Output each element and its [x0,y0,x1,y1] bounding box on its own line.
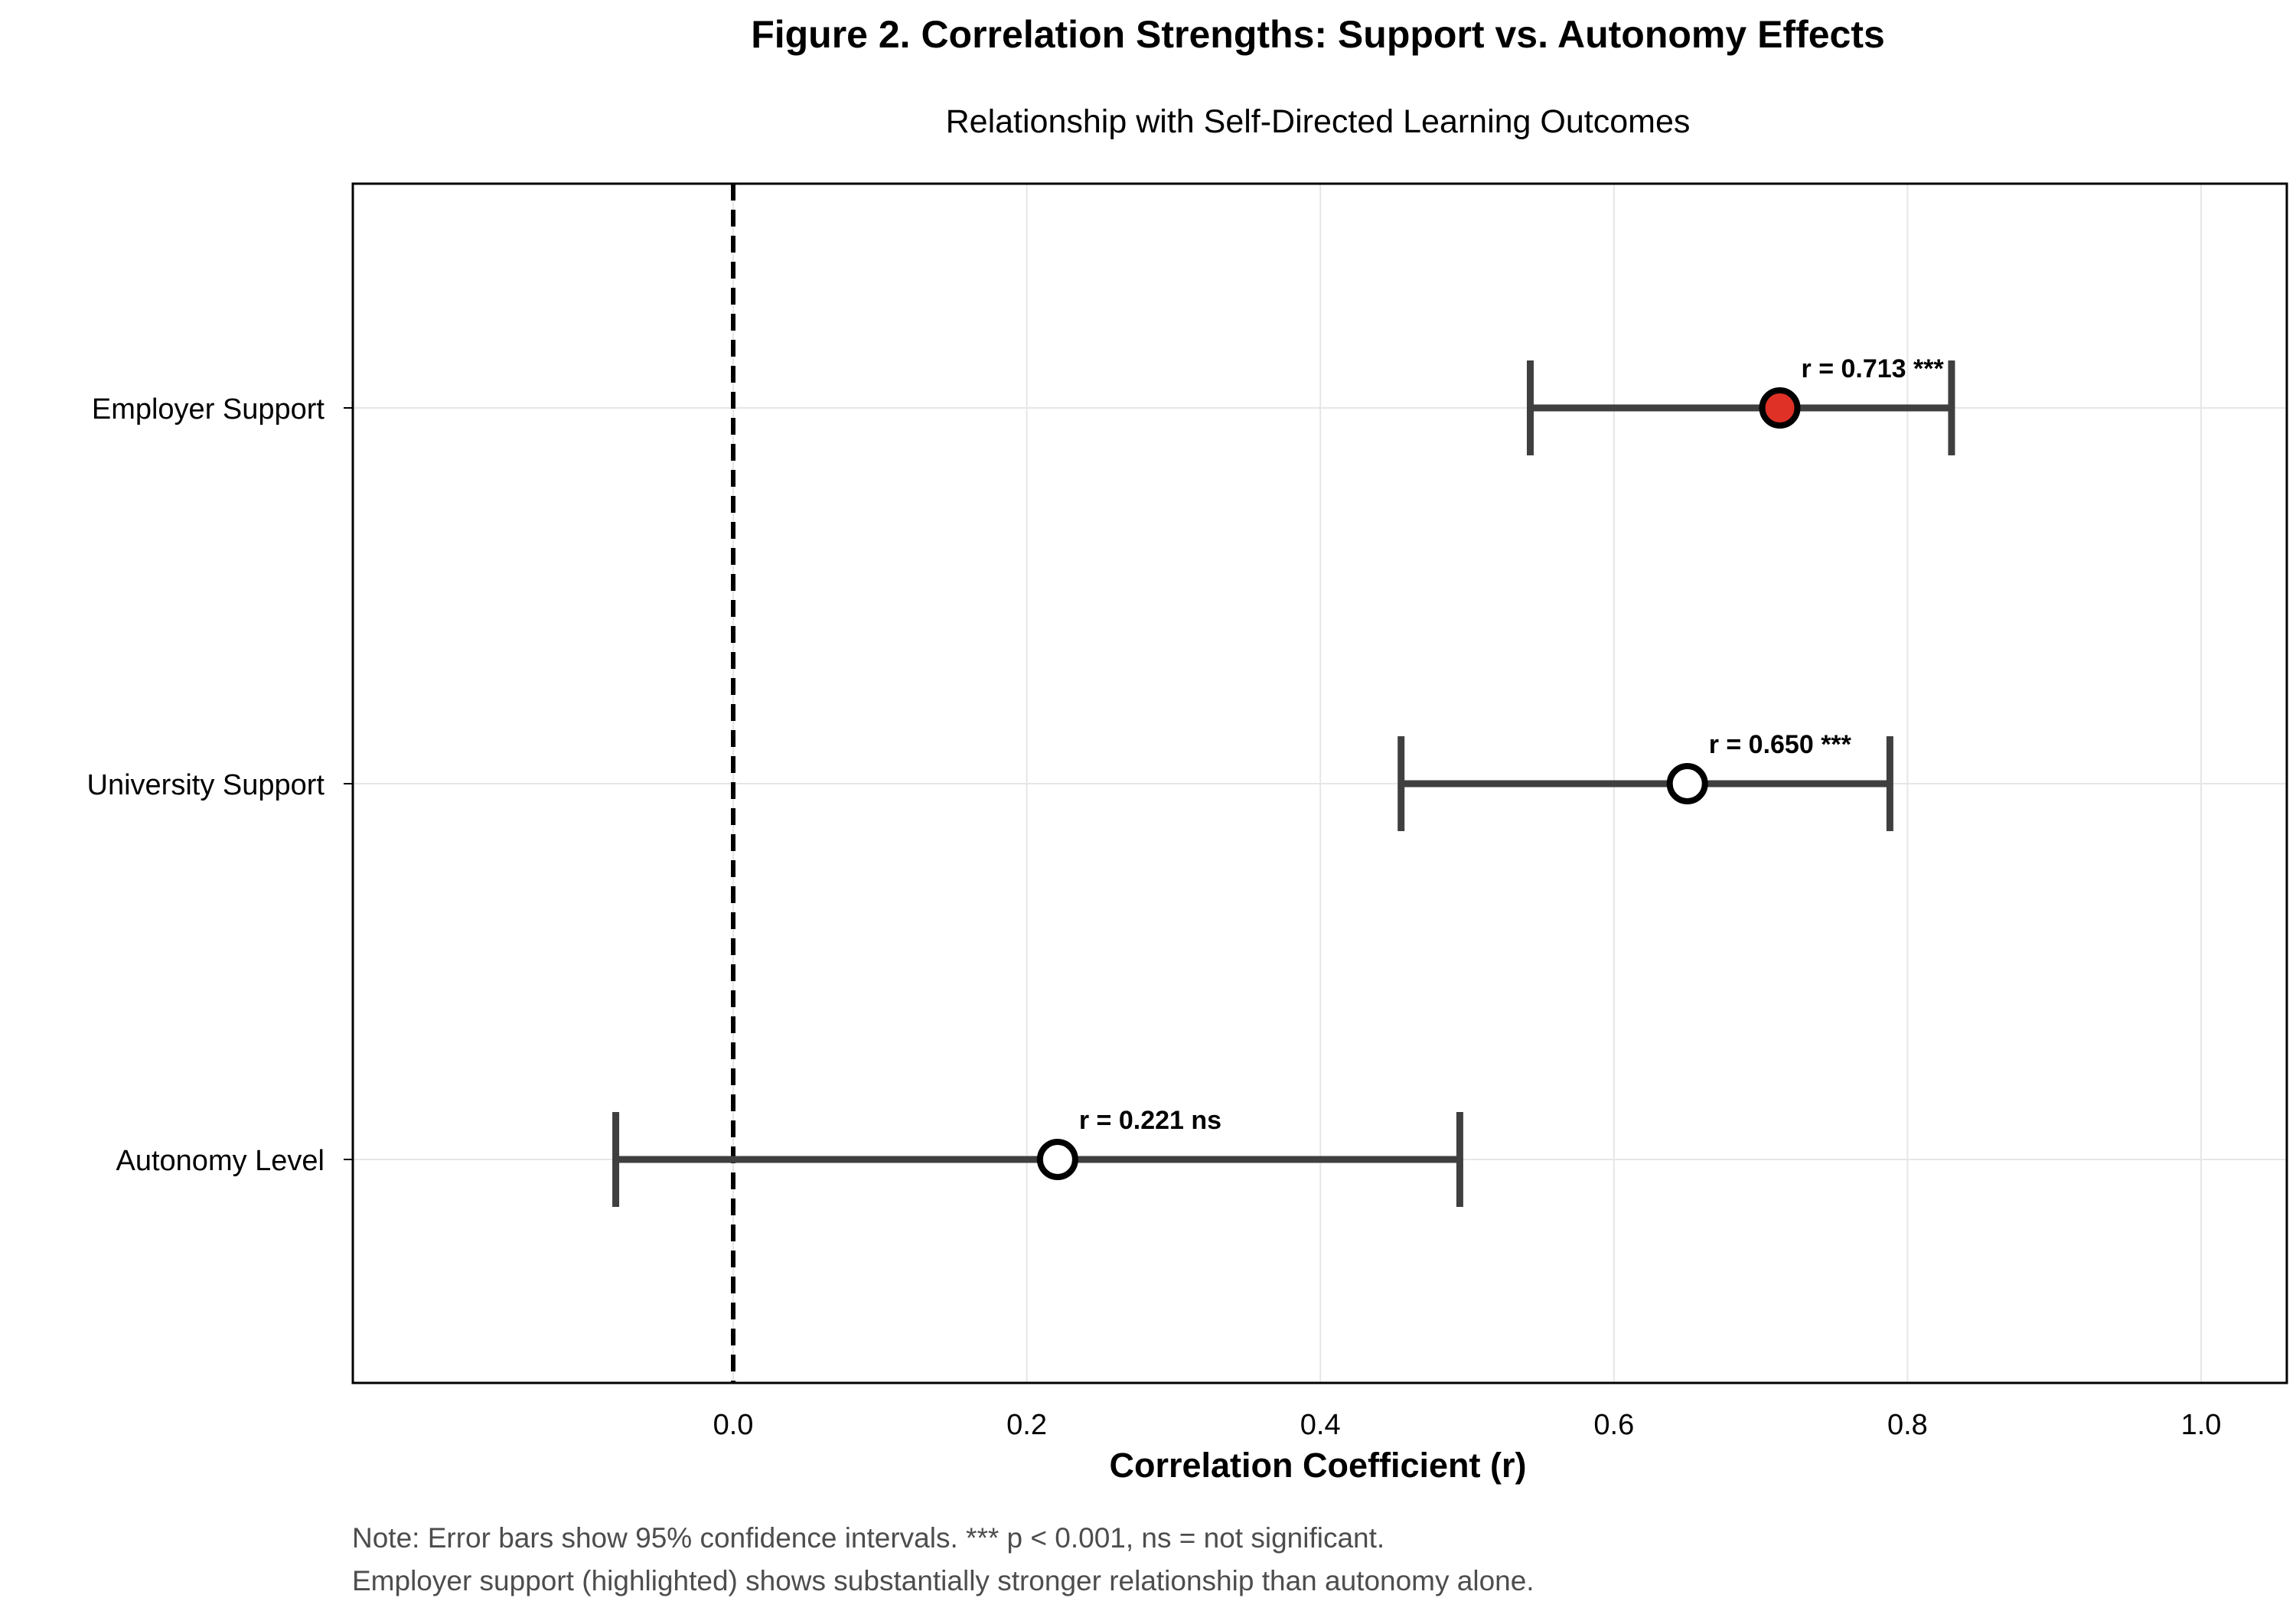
note-line-2: Employer support (highlighted) shows sub… [352,1565,1534,1596]
x-tick-label: 0.4 [1300,1409,1341,1441]
x-axis-label: Correlation Coefficient (r) [1109,1446,1526,1485]
y-tick-label: Employer Support [92,393,325,426]
x-tick-label: 0.8 [1887,1409,1928,1441]
y-tick-label: Autonomy Level [116,1145,325,1177]
y-tick-label: University Support [87,769,325,801]
plot-frame [351,182,2288,1384]
chart-title: Figure 2. Correlation Strengths: Support… [751,13,1885,56]
r-annotation: r = 0.713 *** [1802,354,1945,383]
point-marker [1666,763,1708,804]
r-annotation: r = 0.650 *** [1709,730,1852,759]
axes: 0.0 0.2 0.4 0.6 0.8 1.0 Employer Support Univer… [87,182,2288,1441]
point-marker [1759,387,1801,429]
x-tick-label: 0.0 [713,1409,754,1441]
x-tick-label: 1.0 [2181,1409,2222,1441]
annotation-labels: r = 0.713 *** r = 0.650 *** r = 0.221 ns [1079,354,1945,1135]
note-line-1: Note: Error bars show 95% confidence int… [352,1522,1384,1554]
point-marker [1036,1139,1078,1180]
grid-lines [353,184,2287,1383]
x-tick-label: 0.2 [1006,1409,1047,1441]
r-annotation: r = 0.221 ns [1079,1106,1221,1135]
point-markers [1036,387,1801,1180]
x-tick-label: 0.6 [1593,1409,1634,1441]
chart-subtitle: Relationship with Self-Directed Learning… [946,103,1691,140]
